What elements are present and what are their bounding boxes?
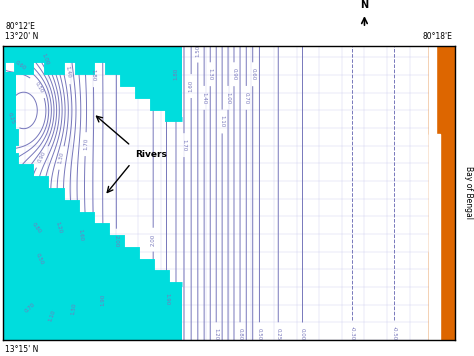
Text: 80°18'E: 80°18'E: [423, 32, 453, 41]
Text: 1.60: 1.60: [77, 229, 83, 241]
Text: 80°12'E
13°20' N: 80°12'E 13°20' N: [5, 22, 38, 41]
Text: 1.50: 1.50: [71, 302, 77, 315]
Polygon shape: [428, 46, 440, 340]
Text: 0.80: 0.80: [237, 328, 243, 340]
Polygon shape: [428, 252, 438, 340]
Polygon shape: [428, 46, 455, 340]
Text: 1.30: 1.30: [208, 68, 213, 80]
Text: 1.60: 1.60: [189, 80, 194, 92]
Text: 1.90: 1.90: [100, 294, 106, 306]
Text: 1.70: 1.70: [182, 139, 186, 151]
Text: 1.40: 1.40: [201, 92, 207, 104]
Text: 0.60: 0.60: [14, 60, 27, 71]
Text: 1.80: 1.80: [91, 69, 96, 82]
Text: 2.00: 2.00: [151, 234, 155, 246]
Text: 0.00: 0.00: [300, 328, 305, 340]
Text: 1.10: 1.10: [48, 309, 57, 322]
Text: 1.30: 1.30: [58, 151, 65, 164]
Text: N: N: [360, 0, 368, 10]
Text: 0.90: 0.90: [37, 150, 47, 163]
Polygon shape: [3, 46, 182, 119]
Text: 0.80: 0.80: [30, 221, 42, 234]
Text: 1.80: 1.80: [173, 68, 179, 80]
Polygon shape: [3, 72, 16, 163]
Text: -0.30: -0.30: [350, 326, 355, 340]
Text: 0.50: 0.50: [35, 253, 45, 266]
Text: 0.25: 0.25: [7, 112, 16, 125]
Text: 0.90: 0.90: [231, 68, 237, 80]
Text: 0.70: 0.70: [244, 92, 249, 104]
Polygon shape: [438, 46, 455, 340]
Text: 1.10: 1.10: [219, 115, 225, 127]
Text: 1.00: 1.00: [41, 53, 50, 66]
Text: 2.00: 2.00: [114, 235, 119, 247]
Text: 0.60: 0.60: [250, 68, 255, 80]
Text: Rivers: Rivers: [135, 150, 166, 159]
Text: -0.50: -0.50: [392, 326, 396, 340]
Polygon shape: [428, 46, 438, 134]
Text: 1.20: 1.20: [214, 328, 219, 340]
Text: 0.25: 0.25: [276, 328, 281, 340]
Text: 1.90: 1.90: [164, 293, 169, 305]
Text: 1.00: 1.00: [226, 92, 230, 104]
Polygon shape: [3, 131, 182, 340]
Text: 0.50: 0.50: [34, 80, 45, 94]
Text: Bay of Bengal: Bay of Bengal: [464, 166, 473, 219]
Text: 1.40: 1.40: [65, 66, 72, 79]
Text: 0.70: 0.70: [24, 301, 36, 313]
Text: 13°15' N: 13°15' N: [5, 345, 38, 354]
Text: 1.50: 1.50: [195, 44, 201, 57]
Text: 0.50: 0.50: [257, 328, 262, 340]
Text: 1.70: 1.70: [83, 138, 88, 150]
Text: 1.20: 1.20: [55, 221, 63, 235]
